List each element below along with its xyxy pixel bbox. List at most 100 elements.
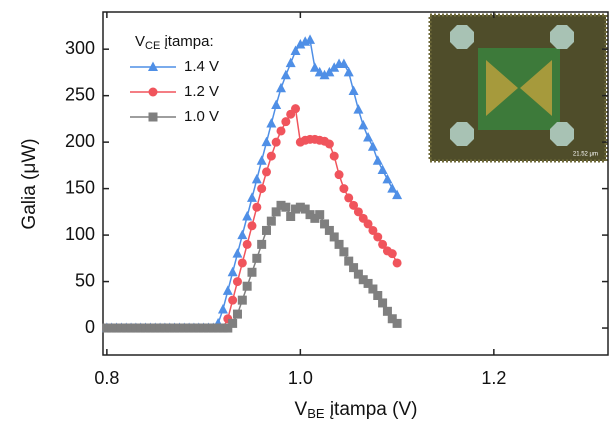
inset-pad <box>550 122 574 146</box>
data-point <box>228 295 238 305</box>
data-point <box>295 202 305 212</box>
x-axis-label: VBE įtampa (V) <box>295 399 418 421</box>
data-point <box>315 210 325 220</box>
data-point <box>266 216 276 226</box>
data-point <box>343 66 354 77</box>
data-point <box>329 62 340 72</box>
data-point <box>252 253 262 263</box>
inset-pad <box>450 25 474 49</box>
legend-label: 1.4 V <box>184 58 219 75</box>
data-point <box>145 323 155 333</box>
y-tick-label: 100 <box>65 224 95 244</box>
data-point <box>368 284 378 294</box>
y-tick-label: 0 <box>85 317 95 337</box>
data-point <box>344 193 354 203</box>
data-point <box>338 58 349 69</box>
data-point <box>373 291 383 301</box>
data-point <box>174 323 184 333</box>
data-point <box>349 200 359 210</box>
data-point <box>295 39 306 49</box>
data-point <box>285 57 296 68</box>
data-point <box>121 323 131 333</box>
plot-frame <box>102 11 609 356</box>
data-point <box>281 202 291 212</box>
data-point <box>378 239 388 249</box>
data-point <box>319 69 330 80</box>
data-point <box>324 139 334 149</box>
data-point <box>232 277 242 287</box>
data-point <box>261 167 271 177</box>
data-point <box>387 183 398 193</box>
legend-title-sub: CE <box>145 40 160 52</box>
data-point <box>246 192 257 202</box>
inset-pad <box>450 122 474 146</box>
data-point <box>242 239 252 249</box>
data-point <box>281 117 291 127</box>
inset-texture <box>428 13 608 163</box>
data-point <box>363 278 373 288</box>
data-point <box>237 229 248 240</box>
data-point <box>314 66 325 77</box>
data-point <box>155 323 165 333</box>
data-point <box>348 85 359 96</box>
data-point <box>349 263 359 273</box>
data-point <box>141 323 151 333</box>
x-tick-label: 1.0 <box>288 368 313 388</box>
y-axis-label: Galia (μW) <box>19 138 40 229</box>
data-point <box>170 323 180 333</box>
data-point <box>286 211 296 221</box>
data-point <box>126 323 136 333</box>
data-point <box>112 323 122 333</box>
x-label-rest: įtampa (V) <box>325 399 418 420</box>
data-point <box>334 239 344 249</box>
data-point <box>222 285 233 295</box>
data-point <box>276 126 286 136</box>
y-tick-label: 300 <box>65 38 95 58</box>
inset-image: 21.52 μm <box>428 13 608 163</box>
x-tick-label: 0.8 <box>94 368 119 388</box>
data-point <box>291 104 301 114</box>
data-point <box>334 170 344 180</box>
data-point <box>329 232 339 242</box>
data-point <box>131 323 141 333</box>
x-tick-label: 1.2 <box>481 368 506 388</box>
data-point <box>184 323 194 333</box>
inset-pad <box>550 25 574 49</box>
data-point <box>228 318 238 328</box>
data-point <box>116 323 126 333</box>
data-point <box>242 210 253 221</box>
data-point <box>261 225 271 235</box>
data-point <box>387 314 397 324</box>
data-point <box>242 281 252 291</box>
data-point <box>247 267 257 277</box>
data-point <box>382 306 392 316</box>
data-point <box>305 210 315 220</box>
data-point <box>363 219 373 229</box>
data-point <box>179 323 189 333</box>
data-point <box>261 136 272 147</box>
legend-label: 1.0 V <box>184 108 219 125</box>
data-point <box>199 323 209 333</box>
data-point <box>329 151 339 161</box>
series-line <box>106 38 398 329</box>
data-point <box>291 204 301 214</box>
data-point <box>213 323 223 333</box>
data-point <box>217 303 228 314</box>
data-point <box>392 258 402 268</box>
data-point <box>247 221 257 231</box>
data-point <box>392 318 402 328</box>
data-point <box>189 323 199 333</box>
data-point <box>305 34 316 44</box>
data-point <box>367 141 378 151</box>
data-point <box>150 323 160 333</box>
data-point <box>257 239 267 249</box>
data-point <box>300 204 310 214</box>
data-point <box>208 323 218 333</box>
data-point <box>387 249 397 259</box>
legend-title: VCE įtampa: <box>135 33 214 52</box>
data-point <box>160 323 170 333</box>
series-line <box>106 106 398 329</box>
y-tick-label: 250 <box>65 84 95 104</box>
data-point <box>223 323 233 333</box>
data-point <box>353 104 364 114</box>
